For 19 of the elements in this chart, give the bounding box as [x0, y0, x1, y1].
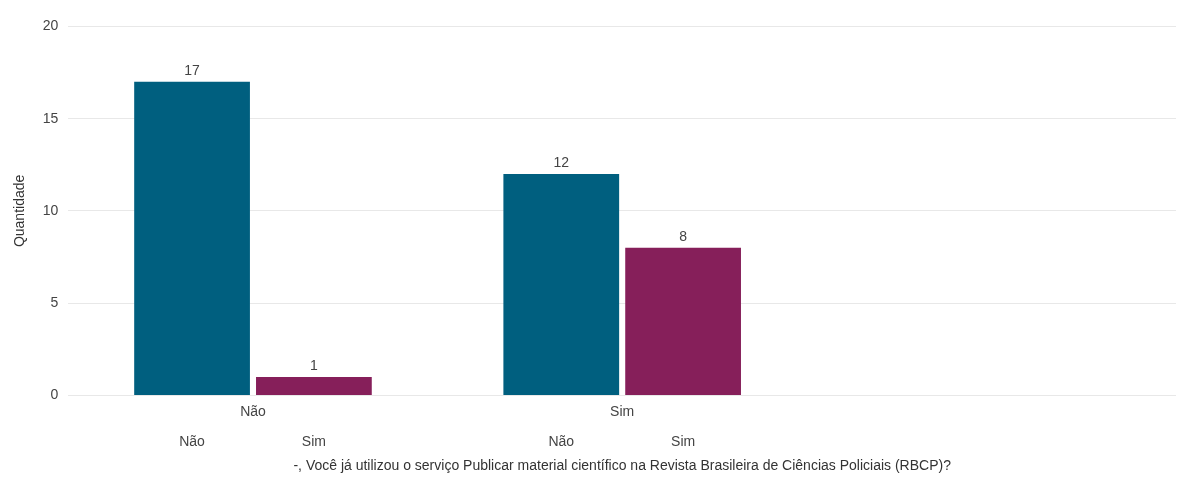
x-axis-title: -, Você já utilizou o serviço Publicar material científico na Revista Brasileira de Ciências Policiais (RBCP)? [293, 457, 952, 474]
data-label: 12 [553, 153, 570, 170]
y-tick-label: 5 [50, 294, 59, 311]
data-label: 8 [679, 227, 688, 244]
text: Sim [671, 433, 696, 450]
y-tick-label: 0 [50, 386, 59, 403]
bar [134, 81, 250, 395]
bar [256, 376, 372, 395]
y-tick-label: 10 [42, 201, 59, 218]
text: Não [179, 433, 206, 450]
text: Sim [301, 433, 326, 450]
text: Não [548, 433, 575, 450]
bar [625, 247, 741, 395]
data-label: 1 [310, 356, 318, 373]
bar [503, 174, 620, 395]
data-label: 17 [184, 61, 201, 78]
y-axis-title: Quantidade [11, 174, 28, 248]
y-tick-label: 20 [42, 17, 59, 34]
y-tick-label: 15 [42, 109, 59, 126]
